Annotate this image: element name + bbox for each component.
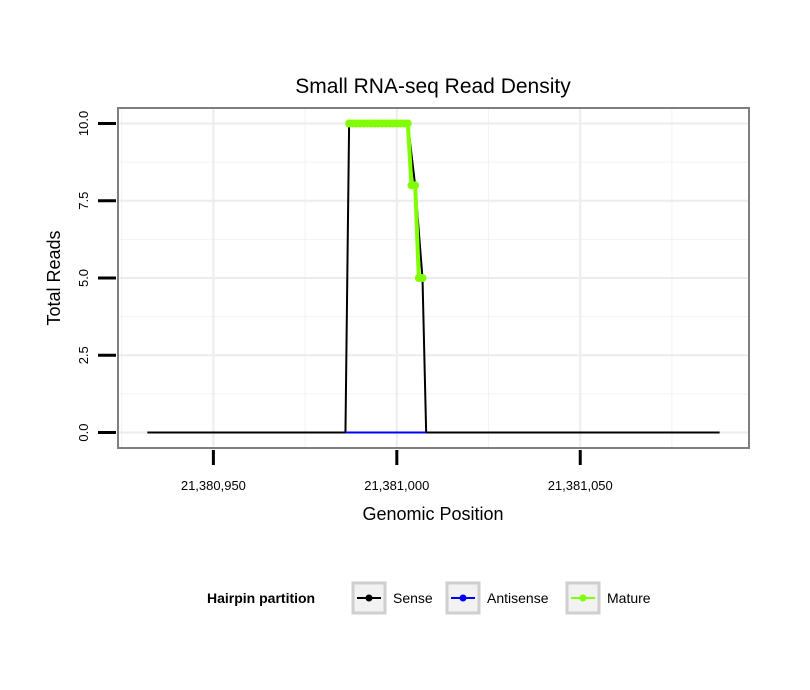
chart-title: Small RNA-seq Read Density — [295, 75, 571, 98]
y-tick-label: 5.0 — [76, 269, 91, 287]
y-tick-label: 7.5 — [76, 192, 91, 210]
series-layer — [147, 119, 720, 434]
x-tick-label: 21,380,950 — [181, 478, 246, 493]
axes: 21,380,950 21,381,000 21,381,050 0.0 2.5 5.0 7… — [76, 111, 613, 493]
y-tick-label: 2.5 — [76, 346, 91, 364]
y-axis-title: Total Reads — [44, 230, 64, 325]
y-tick-label: 0.0 — [76, 424, 91, 442]
y-tick-label: 10.0 — [76, 111, 91, 136]
data-point — [418, 274, 427, 282]
plot-panel-border — [117, 107, 750, 449]
legend-label: Mature — [607, 590, 651, 606]
legend-item-sense: Sense — [351, 581, 433, 615]
legend-label: Sense — [393, 590, 433, 606]
legend-item-mature: Mature — [565, 581, 651, 615]
legend-key-point — [579, 594, 587, 602]
legend-item-antisense: Antisense — [445, 581, 549, 615]
x-axis-title: Genomic Position — [362, 504, 503, 524]
legend: Hairpin partition Sense Antisense Mature — [207, 581, 651, 615]
x-tick-label: 21,381,050 — [548, 478, 613, 493]
legend-key-point — [365, 594, 373, 602]
grid — [118, 108, 749, 448]
series-mature — [345, 119, 427, 282]
x-tick-label: 21,381,000 — [364, 478, 429, 493]
data-point — [411, 181, 420, 190]
legend-label: Antisense — [487, 590, 549, 606]
data-point — [403, 119, 412, 128]
legend-key-point — [459, 594, 467, 602]
legend-title: Hairpin partition — [207, 590, 315, 606]
